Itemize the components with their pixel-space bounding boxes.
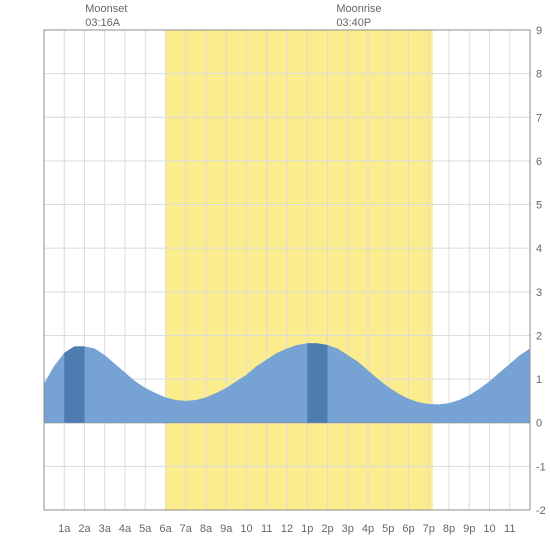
svg-text:4p: 4p: [362, 523, 374, 535]
svg-text:-1: -1: [536, 461, 546, 473]
svg-text:11: 11: [504, 523, 515, 535]
svg-text:9p: 9p: [463, 523, 475, 535]
moonset-annotation: Moonset 03:16A: [85, 2, 127, 31]
moonrise-annotation: Moonrise 03:40P: [336, 2, 381, 31]
svg-text:8: 8: [536, 69, 542, 81]
svg-text:1: 1: [536, 374, 542, 386]
svg-text:3a: 3a: [99, 523, 112, 535]
svg-text:12: 12: [281, 523, 293, 535]
svg-text:3p: 3p: [342, 523, 354, 535]
svg-text:0: 0: [536, 418, 542, 430]
svg-text:2a: 2a: [78, 523, 91, 535]
svg-text:7a: 7a: [180, 523, 193, 535]
svg-text:7: 7: [536, 112, 542, 124]
svg-text:2p: 2p: [321, 523, 333, 535]
svg-text:9a: 9a: [220, 523, 233, 535]
svg-text:1a: 1a: [58, 523, 71, 535]
svg-text:5a: 5a: [139, 523, 152, 535]
svg-text:11: 11: [261, 523, 272, 535]
svg-text:10: 10: [240, 523, 252, 535]
svg-text:10: 10: [483, 523, 495, 535]
svg-text:7p: 7p: [423, 523, 435, 535]
svg-text:8p: 8p: [443, 523, 455, 535]
svg-text:-2: -2: [536, 505, 546, 517]
svg-text:9: 9: [536, 25, 542, 37]
svg-text:5: 5: [536, 200, 542, 212]
svg-text:2: 2: [536, 330, 542, 342]
chart-svg: -2-101234567891a2a3a4a5a6a7a8a9a1011121p…: [0, 0, 550, 550]
svg-text:6: 6: [536, 156, 542, 168]
svg-text:3: 3: [536, 287, 542, 299]
svg-text:8a: 8a: [200, 523, 213, 535]
svg-text:5p: 5p: [382, 523, 394, 535]
svg-text:1p: 1p: [301, 523, 313, 535]
svg-text:4: 4: [536, 243, 542, 255]
tide-chart: -2-101234567891a2a3a4a5a6a7a8a9a1011121p…: [0, 0, 550, 550]
svg-text:6p: 6p: [402, 523, 414, 535]
svg-text:4a: 4a: [119, 523, 132, 535]
svg-text:6a: 6a: [159, 523, 172, 535]
